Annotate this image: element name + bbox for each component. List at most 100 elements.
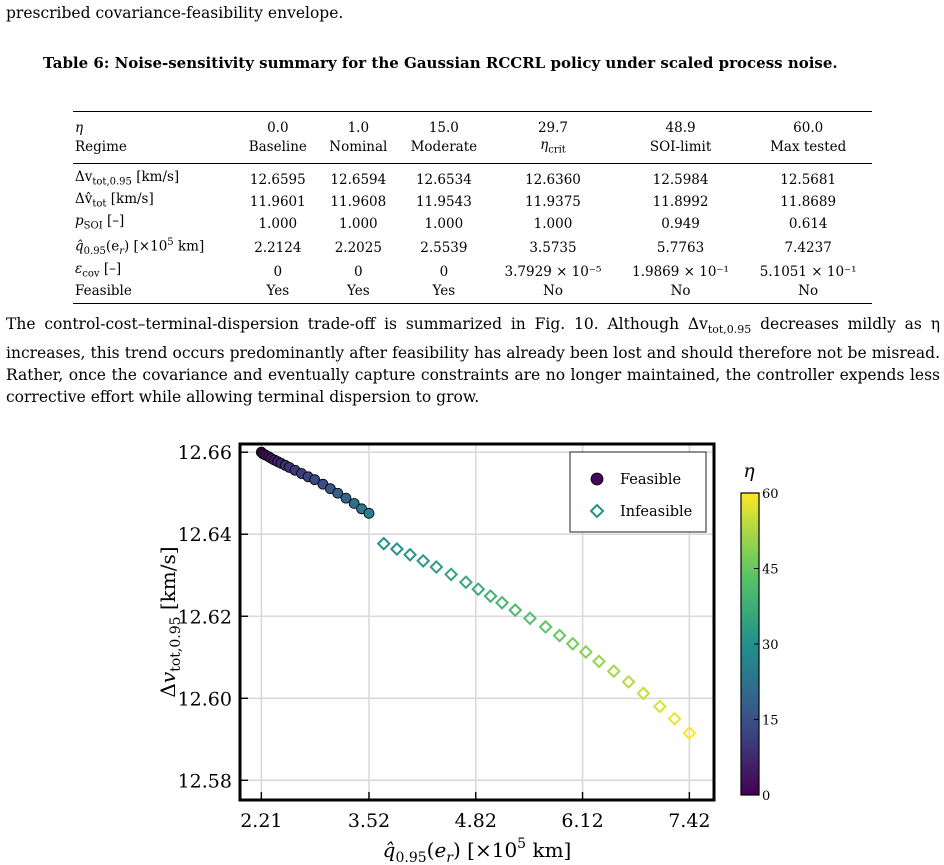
header-eta-value: 48.9 — [665, 120, 696, 136]
cell: 12.5984 — [652, 171, 709, 188]
y-axis-label: Δvtot,0.95 [km/s] — [156, 546, 184, 697]
colorbar-tick-label: 45 — [762, 563, 779, 578]
table-header-eta-row: η 0.0 1.0 15.0 29.7 48.9 60.0 — [73, 111, 872, 137]
y-tick-label: 12.58 — [178, 770, 232, 792]
y-tick-label: 12.64 — [178, 524, 232, 546]
row-label: Feasible — [75, 283, 132, 300]
table-row: εcov [–] 0 0 0 3.7929 × 10⁻⁵ 1.9869 × 10… — [73, 261, 872, 283]
table-row: Δvtot,0.95 [km/s] 12.6595 12.6594 12.653… — [73, 163, 872, 191]
row-label: εcov [–] — [75, 260, 122, 280]
intro-line: prescribed covariance-feasibility envelo… — [6, 4, 344, 22]
infeasible-point — [376, 536, 391, 551]
x-tick-label: 7.42 — [668, 810, 710, 832]
cell: 12.5681 — [780, 171, 837, 188]
cell: 12.6594 — [330, 171, 387, 188]
infeasible-point — [606, 664, 621, 679]
table-row: pSOI [–] 1.000 1.000 1.000 1.000 0.949 0… — [73, 213, 872, 235]
cell: 1.000 — [338, 215, 378, 232]
cell: 5.7763 — [656, 239, 705, 256]
cell: 5.1051 × 10⁻¹ — [759, 263, 857, 280]
header-regime: Moderate — [410, 139, 478, 156]
cell: 0 — [273, 263, 283, 280]
cell: 11.8689 — [780, 193, 837, 210]
infeasible-point — [444, 567, 459, 582]
cell: 2.2025 — [334, 239, 382, 256]
row-label: pSOI [–] — [75, 213, 125, 232]
infeasible-point — [552, 628, 567, 643]
colorbar-tick-label: 30 — [762, 638, 779, 653]
infeasible-point — [458, 575, 473, 590]
row-label: Δv̂tot [km/s] — [75, 190, 154, 210]
cell: 12.6534 — [415, 171, 472, 188]
colorbar-tick-label: 60 — [762, 487, 779, 502]
cell: No — [798, 283, 819, 300]
infeasible-point — [416, 553, 431, 568]
colorbar-tick-label: 15 — [762, 714, 779, 729]
cell: 7.4237 — [784, 239, 832, 256]
infeasible-point — [538, 619, 553, 634]
x-tick-label: 6.12 — [561, 810, 603, 832]
body-paragraph: The control-cost–terminal-dispersion tra… — [6, 315, 940, 407]
cell: 11.9375 — [525, 193, 581, 210]
header-regime: Baseline — [248, 139, 307, 156]
y-tick-label: 12.66 — [178, 442, 232, 464]
cell: 0.949 — [661, 215, 700, 232]
header-eta-value: 60.0 — [793, 120, 824, 136]
infeasible-point — [621, 674, 636, 689]
infeasible-point — [667, 711, 682, 726]
infeasible-point — [389, 541, 404, 557]
infeasible-point — [429, 560, 444, 575]
infeasible-point — [565, 636, 580, 651]
row-label: q̂0.95(er) [×105 km] — [75, 237, 205, 258]
header-regime: Nominal — [329, 139, 388, 156]
feasible-point — [348, 498, 360, 509]
feasible-point — [340, 492, 352, 504]
feasible-point — [309, 474, 321, 486]
plot-frame — [238, 442, 716, 802]
cell: 11.8992 — [652, 193, 709, 210]
header-eta-value: 0.0 — [267, 120, 289, 136]
x-axis-label: q̂0.95(er) [×105 km] — [383, 836, 572, 865]
x-tick-label: 2.21 — [240, 810, 282, 832]
cell: 0 — [439, 263, 449, 280]
cell: Yes — [266, 283, 290, 300]
infeasible-point — [495, 595, 510, 610]
cell: Yes — [432, 283, 456, 300]
feasible-point — [363, 507, 375, 519]
header-eta-value: 29.7 — [537, 120, 568, 136]
table-caption: Table 6: Noise-sensitivity summary for t… — [43, 54, 838, 72]
infeasible-point — [682, 726, 697, 741]
feasible-point — [332, 487, 344, 499]
noise-sensitivity-table: η 0.0 1.0 15.0 29.7 48.9 60.0 Regime Bas… — [73, 111, 872, 304]
cell: 11.9601 — [249, 193, 306, 210]
legend-box — [569, 451, 707, 533]
x-tick-label: 3.52 — [348, 810, 390, 832]
cell: 1.000 — [424, 215, 464, 232]
cell: 1.000 — [258, 215, 298, 232]
header-eta-label: η — [75, 120, 84, 136]
cell: 11.9543 — [415, 193, 472, 210]
x-tick-label: 4.82 — [455, 810, 497, 832]
colorbar-title: η — [743, 460, 755, 482]
cell: 12.6595 — [249, 171, 306, 188]
header-eta-value: 1.0 — [347, 120, 370, 136]
cell: Yes — [346, 283, 370, 300]
legend-feasible-marker — [590, 472, 604, 486]
cell: 0 — [354, 263, 363, 280]
legend-infeasible-marker — [589, 503, 605, 519]
infeasible-point — [636, 686, 651, 701]
infeasible-point — [591, 654, 607, 669]
cell: 1.000 — [533, 215, 573, 232]
table-row: q̂0.95(er) [×105 km] 2.2124 2.2025 2.553… — [73, 235, 872, 261]
header-regime-label: Regime — [75, 139, 127, 156]
row-label: Δvtot,0.95 [km/s] — [75, 168, 180, 188]
cell: No — [543, 283, 563, 300]
y-tick-label: 12.60 — [178, 688, 232, 710]
table-row: Δv̂tot [km/s] 11.9601 11.9608 11.9543 11… — [73, 191, 872, 213]
header-eta-value: 15.0 — [428, 120, 459, 136]
table-row: Feasible Yes Yes Yes No No No — [73, 283, 872, 304]
infeasible-point — [471, 582, 486, 597]
cell: 2.2124 — [254, 239, 302, 256]
legend-infeasible-label: Infeasible — [620, 504, 692, 520]
